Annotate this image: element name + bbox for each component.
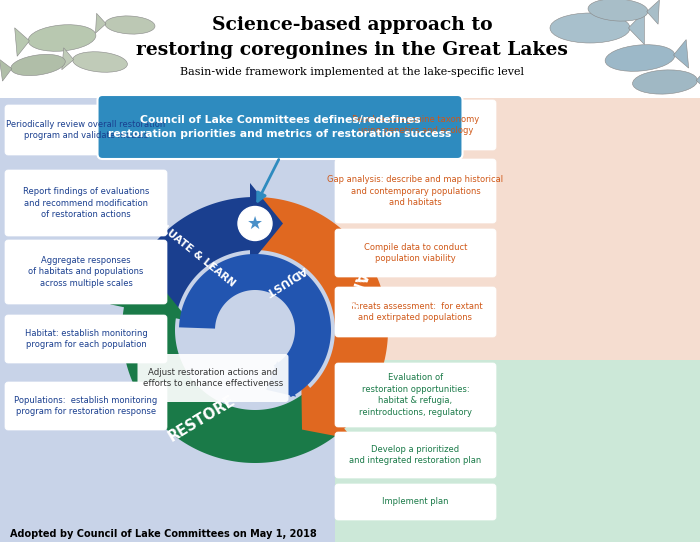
Text: Basin-wide framework implemented at the lake-specific level: Basin-wide framework implemented at the … bbox=[180, 67, 524, 77]
Text: Gap analysis: describe and map historical
and contemporary populations
and habit: Gap analysis: describe and map historica… bbox=[328, 175, 503, 207]
FancyBboxPatch shape bbox=[5, 382, 167, 430]
Polygon shape bbox=[110, 280, 190, 321]
Polygon shape bbox=[629, 11, 645, 44]
Polygon shape bbox=[62, 48, 74, 70]
Text: PLANNING: PLANNING bbox=[330, 251, 374, 338]
Text: EVALUATE & LEARN: EVALUATE & LEARN bbox=[143, 210, 237, 289]
Text: Adjust restoration actions and
efforts to enhance effectiveness: Adjust restoration actions and efforts t… bbox=[143, 367, 283, 389]
FancyBboxPatch shape bbox=[0, 98, 700, 542]
Ellipse shape bbox=[633, 70, 697, 94]
FancyBboxPatch shape bbox=[0, 0, 700, 98]
FancyBboxPatch shape bbox=[335, 159, 496, 223]
Text: Adopted by Council of Lake Committees on May 1, 2018: Adopted by Council of Lake Committees on… bbox=[10, 529, 316, 539]
Text: RESTORE: RESTORE bbox=[165, 393, 238, 444]
FancyBboxPatch shape bbox=[5, 315, 167, 363]
Text: Evaluation of
restoration opportunities:
habitat & refugia,
reintroductions, reg: Evaluation of restoration opportunities:… bbox=[359, 373, 472, 417]
Polygon shape bbox=[179, 254, 331, 397]
FancyBboxPatch shape bbox=[335, 360, 700, 542]
Text: Resolve coregonine taxonomy
using genetics and ecology: Resolve coregonine taxonomy using geneti… bbox=[352, 114, 479, 136]
Polygon shape bbox=[673, 40, 689, 68]
FancyBboxPatch shape bbox=[335, 484, 496, 520]
Polygon shape bbox=[125, 197, 255, 313]
Ellipse shape bbox=[105, 16, 155, 34]
FancyBboxPatch shape bbox=[97, 95, 463, 159]
Ellipse shape bbox=[73, 51, 127, 72]
Text: Habitat: establish monitoring
program for each population: Habitat: establish monitoring program fo… bbox=[25, 328, 148, 350]
FancyBboxPatch shape bbox=[137, 354, 288, 402]
Ellipse shape bbox=[550, 13, 630, 43]
Text: Implement plan: Implement plan bbox=[382, 498, 449, 507]
Text: Periodically review overall restoration
program and validate models: Periodically review overall restoration … bbox=[6, 120, 166, 140]
Polygon shape bbox=[0, 59, 12, 81]
Text: restoring coregonines in the Great Lakes: restoring coregonines in the Great Lakes bbox=[136, 41, 568, 59]
Text: ADJUST: ADJUST bbox=[263, 264, 308, 298]
Polygon shape bbox=[95, 14, 106, 33]
Text: Science-based approach to: Science-based approach to bbox=[211, 16, 492, 34]
FancyBboxPatch shape bbox=[335, 363, 496, 427]
Text: Council of Lake Committees defines/redefines
restoration priorities and metrics : Council of Lake Committees defines/redef… bbox=[108, 115, 452, 139]
Text: Develop a prioritized
and integrated restoration plan: Develop a prioritized and integrated res… bbox=[349, 444, 482, 466]
FancyBboxPatch shape bbox=[335, 229, 496, 277]
Text: Report findings of evaluations
and recommend modification
of restoration actions: Report findings of evaluations and recom… bbox=[23, 186, 149, 220]
Text: Populations:  establish monitoring
program for restoration response: Populations: establish monitoring progra… bbox=[15, 396, 158, 416]
Text: ★: ★ bbox=[247, 215, 263, 233]
Text: Aggregate responses
of habitats and populations
across multiple scales: Aggregate responses of habitats and popu… bbox=[28, 256, 144, 288]
Text: Threats assessment:  for extant
and extirpated populations: Threats assessment: for extant and extir… bbox=[349, 301, 482, 322]
Ellipse shape bbox=[10, 54, 65, 76]
FancyBboxPatch shape bbox=[335, 432, 496, 478]
Text: Compile data to conduct
population viability: Compile data to conduct population viabi… bbox=[364, 243, 467, 263]
FancyBboxPatch shape bbox=[335, 100, 496, 150]
FancyBboxPatch shape bbox=[5, 105, 167, 155]
Polygon shape bbox=[266, 361, 296, 397]
FancyBboxPatch shape bbox=[5, 240, 167, 304]
Polygon shape bbox=[255, 197, 388, 432]
Ellipse shape bbox=[588, 0, 648, 21]
Polygon shape bbox=[696, 67, 700, 93]
Polygon shape bbox=[301, 377, 354, 440]
Ellipse shape bbox=[605, 44, 675, 72]
Circle shape bbox=[238, 207, 272, 241]
FancyBboxPatch shape bbox=[5, 170, 167, 236]
Polygon shape bbox=[122, 302, 340, 463]
Ellipse shape bbox=[28, 25, 96, 51]
Polygon shape bbox=[250, 183, 283, 264]
FancyBboxPatch shape bbox=[335, 98, 700, 360]
Polygon shape bbox=[647, 0, 659, 24]
Polygon shape bbox=[15, 28, 29, 56]
FancyBboxPatch shape bbox=[335, 287, 496, 337]
